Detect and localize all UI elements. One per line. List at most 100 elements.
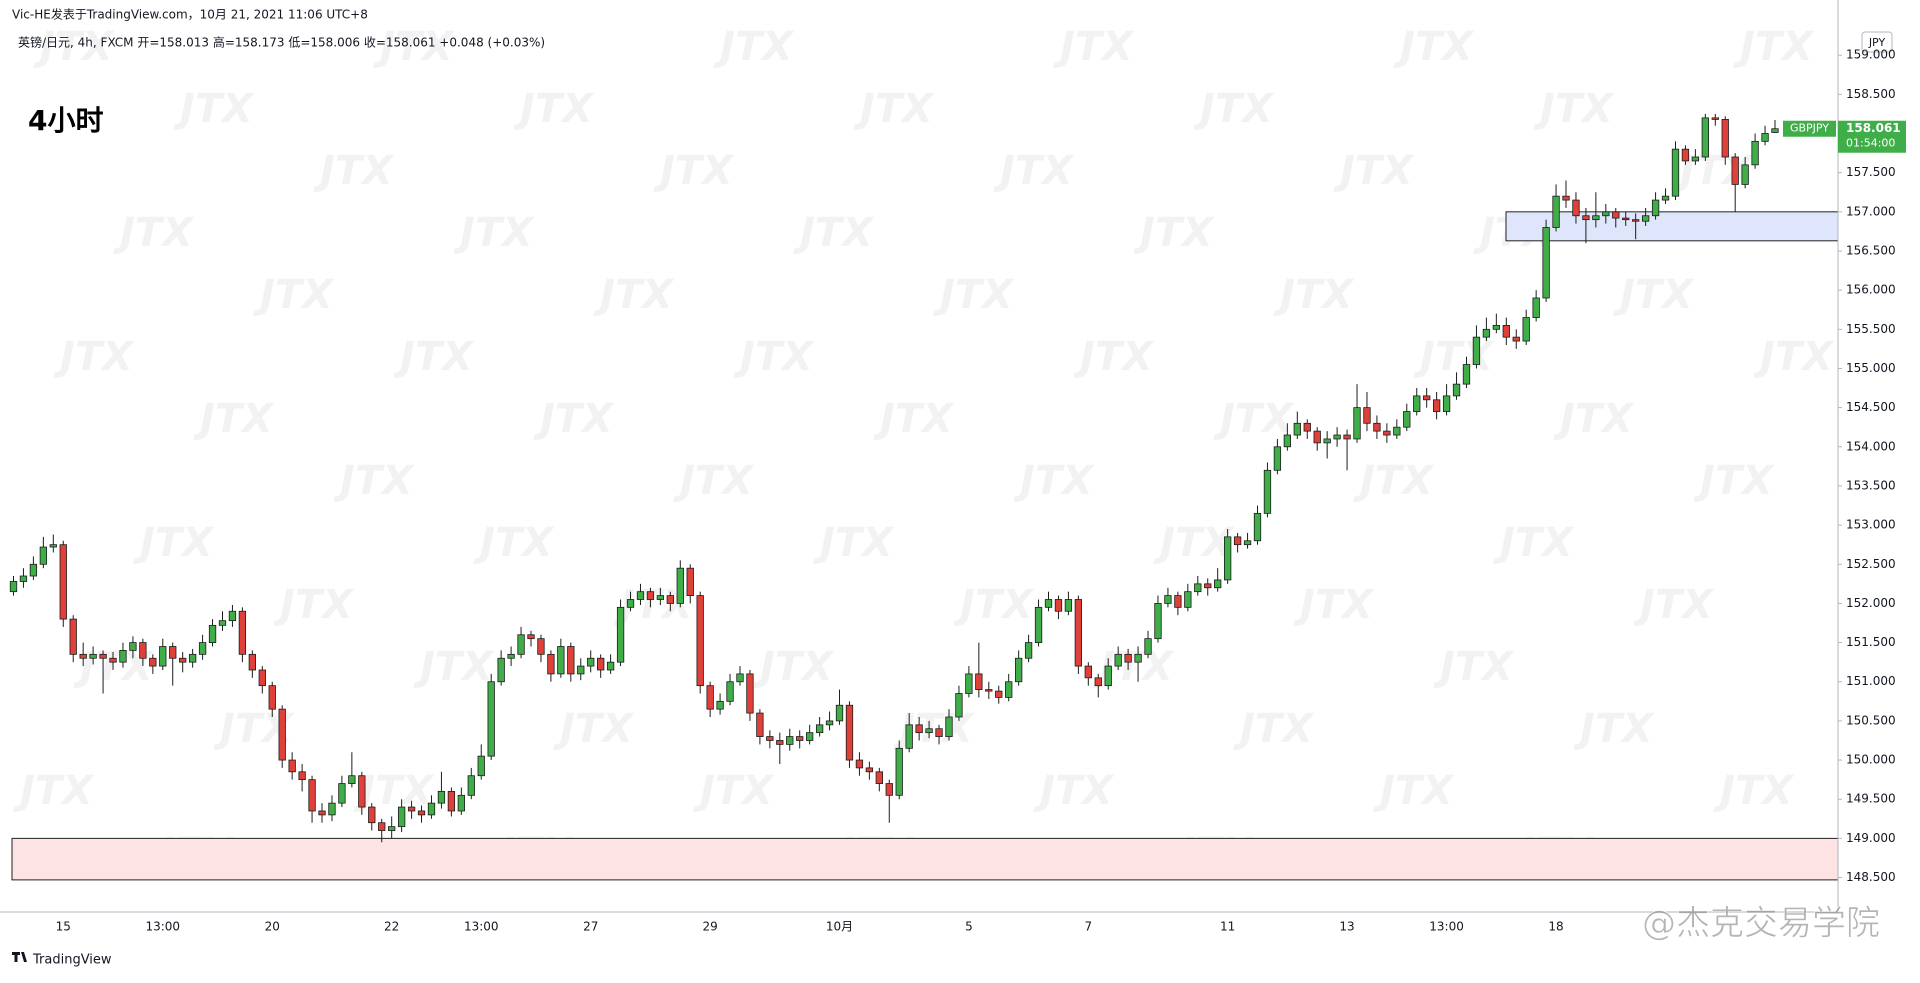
candle-body (696, 595, 704, 687)
candle-body (656, 595, 665, 600)
candle-body (338, 783, 346, 804)
chart-title: 4小时 (28, 104, 103, 137)
candle-body (278, 708, 286, 761)
candle-body (1233, 536, 1242, 546)
candle-body (915, 724, 923, 734)
candle-body (109, 657, 117, 663)
candle-body (527, 634, 535, 640)
y-tick-label: 158.500 (1846, 87, 1896, 101)
y-tick-label: 155.500 (1846, 322, 1896, 336)
watermark: JTX (1353, 458, 1435, 504)
x-tick-label: 22 (384, 920, 399, 934)
candle-body (1005, 681, 1013, 698)
y-tick-label: 154.000 (1846, 439, 1896, 453)
candle-body (417, 810, 426, 816)
watermark: JTX (413, 644, 495, 690)
candle-body (1154, 603, 1162, 640)
x-tick-label: 18 (1548, 920, 1563, 934)
candle-body (368, 806, 376, 824)
candle-body (308, 779, 316, 812)
candle-body (1114, 653, 1122, 667)
candle-body (1731, 156, 1739, 185)
candle-body (1194, 583, 1202, 593)
watermark: JTX (1153, 520, 1235, 566)
watermark: JTX (993, 148, 1075, 194)
candle-body (1771, 128, 1779, 133)
candle-body (1363, 407, 1371, 424)
candle-body (1522, 317, 1530, 342)
candle-body (626, 599, 635, 608)
candle-body (1512, 336, 1520, 342)
candle-body (1034, 606, 1043, 643)
watermark: JTX (1713, 768, 1795, 814)
candle-body (1014, 657, 1023, 683)
candle-body (39, 546, 48, 565)
candle-body (397, 806, 406, 828)
candle-body (407, 806, 416, 812)
candle-body (756, 712, 764, 737)
watermark: JTX (313, 148, 395, 194)
y-tick-label: 156.500 (1846, 243, 1896, 257)
candle-body (268, 685, 276, 710)
zone (11, 837, 1839, 881)
candle-body (348, 775, 356, 784)
candle-body (706, 685, 714, 710)
last-price-marker (1838, 120, 1906, 153)
watermark: JTX (933, 272, 1015, 318)
candle-body (149, 657, 157, 667)
candle-body (875, 771, 883, 784)
candle-body (1383, 430, 1391, 436)
candle-body (139, 642, 147, 659)
watermark: JTX (553, 706, 635, 752)
candle-body (507, 653, 515, 659)
candle-body (587, 657, 595, 667)
candle-body (378, 822, 386, 831)
x-tick-label: 13 (1339, 920, 1354, 934)
candle-body (437, 790, 446, 804)
candle-body (746, 673, 754, 714)
watermark: JTX (873, 396, 955, 442)
candle-body (597, 657, 605, 671)
candle-body (179, 657, 187, 663)
brand: TradingView (12, 952, 112, 968)
watermark: JTX (1533, 86, 1615, 132)
candle-body (1174, 595, 1182, 608)
candle-body (1432, 399, 1441, 412)
candle-body (676, 567, 684, 604)
watermark: JTX (693, 768, 775, 814)
candle-body (945, 716, 953, 737)
candle-body (298, 771, 306, 781)
candle-body (686, 567, 694, 596)
zone (1505, 211, 1839, 242)
y-tick-label: 152.000 (1846, 596, 1896, 610)
watermark: JTX (1133, 210, 1215, 256)
candle-body (1602, 211, 1610, 217)
candle-body (487, 681, 495, 757)
candle-body (1452, 383, 1461, 397)
currency-badge (1861, 31, 1893, 53)
watermark: JTX (1033, 768, 1115, 814)
candle-body (159, 646, 167, 667)
candle-body (29, 563, 38, 577)
x-tick-label: 11 (1220, 920, 1235, 934)
watermark: JTX (1633, 582, 1715, 628)
zones (11, 211, 1839, 881)
watermark: JTX (1213, 396, 1295, 442)
watermark: JTX (753, 644, 835, 690)
watermark: JTX (793, 210, 875, 256)
candle-body (925, 728, 933, 734)
symbol-badge (1783, 120, 1836, 137)
candle-body (1661, 195, 1670, 201)
candle-body (19, 575, 28, 582)
publisher: Vic-HE发表于TradingView.com，10月 21, 2021 11… (12, 7, 368, 22)
candle-body (1054, 599, 1063, 612)
candle-body (815, 724, 824, 734)
candle-body (218, 620, 227, 626)
candle-body (1223, 536, 1232, 581)
candle-body (1592, 215, 1600, 221)
watermark: JTX (1193, 86, 1275, 132)
candle-body (606, 661, 615, 671)
candle-body (1273, 446, 1282, 471)
watermark: JTX (373, 24, 455, 70)
watermark: JTX (1413, 334, 1495, 380)
